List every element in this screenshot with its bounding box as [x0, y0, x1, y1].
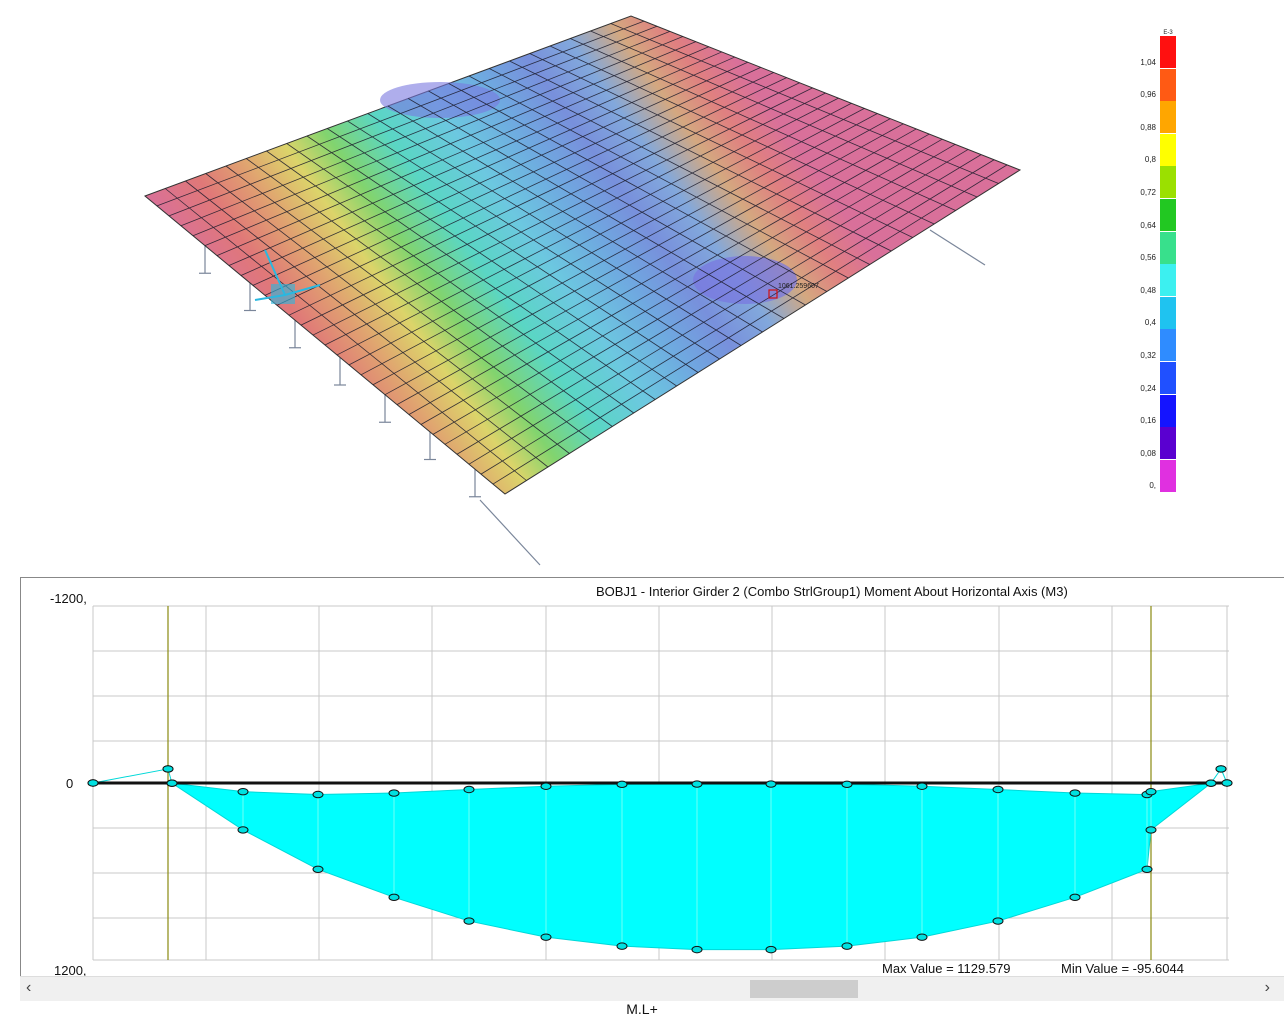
- selected-node-marker[interactable]: [768, 289, 778, 299]
- y-axis-top-label: -1200,: [50, 591, 87, 606]
- moment-diagram[interactable]: [21, 578, 1284, 976]
- legend-label: 0,72: [1140, 188, 1156, 197]
- station-marker[interactable]: [841, 942, 853, 950]
- legend-label: 0,08: [1140, 448, 1156, 458]
- station-marker[interactable]: [992, 917, 1004, 925]
- legend-swatch: [1160, 362, 1176, 394]
- station-marker[interactable]: [992, 785, 1004, 794]
- legend-swatch: [1160, 329, 1176, 362]
- station-marker[interactable]: [1145, 826, 1157, 834]
- legend-label: 0,56: [1140, 253, 1156, 263]
- legend-swatch: [1160, 264, 1176, 297]
- contour-legend: E-3 1,04 0,96 0,88 0,8 0,72 0,64 0,56 0,48 0,4 0,…: [1120, 30, 1210, 530]
- station-marker[interactable]: [916, 782, 928, 790]
- legend-swatch: [1160, 133, 1176, 166]
- chart-title: BOBJ1 - Interior Girder 2 (Combo StrlGro…: [596, 584, 1068, 599]
- mesh-grid: [156, 20, 1008, 485]
- station-marker[interactable]: [765, 945, 777, 954]
- station-marker[interactable]: [616, 780, 628, 789]
- moment-envelope-area: [92, 767, 1228, 951]
- station-marker[interactable]: [916, 933, 928, 941]
- station-marker[interactable]: [1215, 765, 1227, 773]
- legend-swatch: [1160, 199, 1176, 231]
- station-marker[interactable]: [1221, 779, 1233, 787]
- station-marker[interactable]: [237, 826, 249, 834]
- column-supports: [199, 229, 986, 566]
- station-marker[interactable]: [237, 787, 249, 796]
- station-marker[interactable]: [1069, 893, 1081, 902]
- legend-swatch: [1160, 166, 1176, 199]
- station-marker[interactable]: [1145, 787, 1157, 796]
- station-marker[interactable]: [1205, 779, 1217, 787]
- legend-label: 0,32: [1140, 351, 1156, 360]
- station-marker[interactable]: [691, 780, 703, 788]
- figure-caption: M.L+: [626, 1001, 658, 1017]
- max-value-readout: Max Value = 1129.579: [882, 961, 1011, 976]
- station-marker[interactable]: [540, 782, 552, 790]
- legend-label: 0,4: [1144, 318, 1156, 328]
- legend-label: 1,04: [1140, 57, 1156, 67]
- station-marker[interactable]: [1141, 865, 1153, 873]
- station-marker[interactable]: [312, 790, 324, 799]
- station-marker[interactable]: [540, 933, 552, 941]
- station-marker[interactable]: [166, 779, 178, 787]
- legend-swatch: [1160, 394, 1176, 427]
- y-axis-bottom-label: 1200,: [54, 963, 87, 978]
- station-marker[interactable]: [463, 917, 475, 925]
- legend-label: 0,: [1149, 481, 1156, 491]
- station-marker[interactable]: [388, 893, 400, 902]
- station-marker[interactable]: [1069, 789, 1081, 797]
- legend-exponent: E-3: [1163, 30, 1173, 36]
- local-axes-icon[interactable]: [254, 249, 321, 304]
- station-marker[interactable]: [388, 789, 400, 797]
- station-marker[interactable]: [162, 765, 174, 773]
- legend-swatch: [1160, 68, 1176, 101]
- scroll-left-icon[interactable]: ‹: [26, 979, 32, 996]
- legend-label: 0,64: [1140, 220, 1156, 230]
- legend-swatch: [1160, 36, 1176, 68]
- slab-surface: [144, 15, 1022, 495]
- legend-label: 0,48: [1140, 285, 1156, 295]
- scroll-right-icon[interactable]: ›: [1264, 979, 1270, 996]
- station-marker[interactable]: [691, 945, 703, 954]
- low-deflection-zone: [693, 256, 797, 304]
- legend-label: 0,88: [1140, 122, 1156, 132]
- low-deflection-zone: [380, 82, 500, 118]
- station-marker[interactable]: [463, 785, 475, 794]
- deformed-shape-view[interactable]: 1061.259607: [0, 0, 1284, 570]
- station-marker[interactable]: [87, 779, 99, 787]
- station-marker[interactable]: [616, 942, 628, 950]
- legend-label: 0,8: [1144, 155, 1156, 165]
- legend-swatch: [1160, 459, 1176, 492]
- legend-label: 0,96: [1140, 90, 1156, 100]
- station-marker[interactable]: [765, 780, 777, 788]
- legend-swatch: [1160, 296, 1176, 329]
- support-line: [479, 499, 541, 566]
- scroll-thumb[interactable]: [750, 980, 858, 998]
- moment-diagram-panel[interactable]: BOBJ1 - Interior Girder 2 (Combo StrlGro…: [20, 577, 1284, 978]
- legend-swatch: [1160, 427, 1176, 460]
- legend-label: 0,16: [1140, 416, 1156, 426]
- legend-label: 0,24: [1140, 383, 1156, 393]
- horizontal-scrollbar[interactable]: ‹ ›: [20, 976, 1284, 1001]
- legend-swatch: [1160, 231, 1176, 264]
- node-value-label: 1061.259607: [778, 283, 819, 290]
- legend-swatch: [1160, 101, 1176, 134]
- y-axis-zero-label: 0: [66, 776, 74, 791]
- station-marker[interactable]: [312, 865, 324, 873]
- station-marker[interactable]: [841, 780, 853, 789]
- support-line: [929, 229, 986, 266]
- min-value-readout: Min Value = -95.6044: [1061, 961, 1184, 976]
